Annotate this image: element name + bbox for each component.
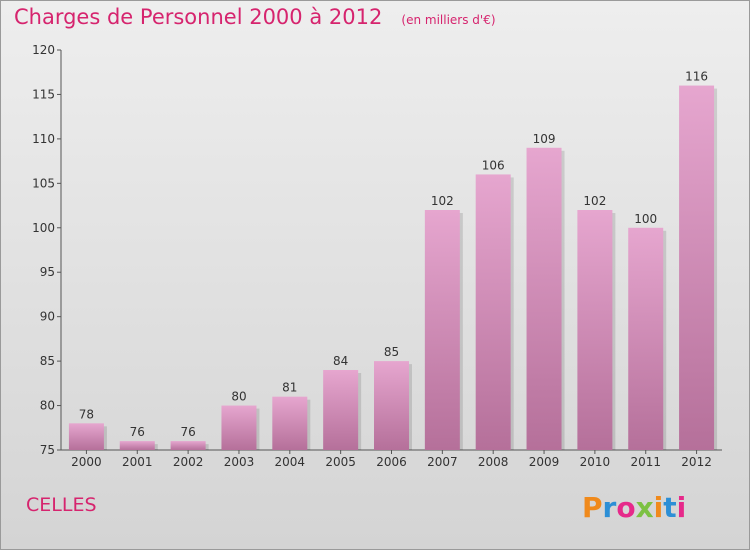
chart-title-block: Charges de Personnel 2000 à 2012 (en mil… [14,5,496,29]
logo-letter: x [636,491,654,524]
bar-value-label: 102 [431,194,454,208]
x-tick-label: 2012 [681,455,712,469]
chart-subtitle: (en milliers d'€) [401,13,496,27]
y-tick-label: 110 [32,132,55,146]
bar-value-label: 109 [533,132,556,146]
bar-value-label: 76 [130,425,145,439]
bar [323,370,359,450]
bar [221,405,257,450]
bar [577,210,613,450]
proxiti-logo-text: Proxiti [582,491,686,524]
y-tick-label: 100 [32,221,55,235]
x-tick-label: 2008 [478,455,509,469]
y-tick-label: 105 [32,176,55,190]
y-tick-label: 115 [32,87,55,101]
logo-letter: i [677,491,687,524]
x-tick-label: 2001 [122,455,153,469]
x-tick-label: 2002 [173,455,204,469]
bar-value-label: 78 [79,407,94,421]
x-tick-label: 2000 [71,455,102,469]
bar [679,85,715,451]
y-tick-label: 90 [40,310,55,324]
bar-value-label: 106 [482,158,505,172]
commune-name: CELLES [26,494,97,516]
y-tick-label: 80 [40,399,55,413]
proxiti-logo: Proxiti [580,488,700,532]
bar [68,423,104,450]
bar [374,361,409,450]
bar [526,147,562,450]
bar [170,441,206,450]
logo-letter: t [663,491,676,524]
x-tick-label: 2010 [580,455,611,469]
x-tick-label: 2005 [325,455,356,469]
bar [628,227,664,450]
bar [272,396,308,450]
bar [475,174,511,450]
bar-value-label: 100 [634,212,657,226]
bar [119,441,155,450]
logo-letter: P [582,491,603,524]
bar [424,210,460,450]
logo-letter: r [603,491,617,524]
logo-letter: o [616,491,635,524]
x-tick-label: 2007 [427,455,458,469]
y-tick-label: 85 [40,354,55,368]
bar-value-label: 81 [282,381,297,395]
chart-title: Charges de Personnel 2000 à 2012 [14,5,383,29]
x-tick-label: 2003 [224,455,255,469]
y-tick-label: 120 [32,43,55,57]
bar-value-label: 102 [583,194,606,208]
bar-value-label: 85 [384,345,399,359]
x-tick-label: 2011 [630,455,661,469]
x-tick-label: 2006 [376,455,407,469]
x-tick-label: 2009 [529,455,560,469]
bar-value-label: 80 [231,390,246,404]
x-tick-label: 2004 [275,455,306,469]
proxiti-logo-mark: Proxiti [582,491,686,524]
bar-value-label: 84 [333,354,348,368]
y-tick-label: 95 [40,265,55,279]
y-tick-label: 75 [40,443,55,457]
bar-value-label: 76 [180,425,195,439]
bar-value-label: 116 [685,70,708,84]
logo-letter: i [654,491,664,524]
